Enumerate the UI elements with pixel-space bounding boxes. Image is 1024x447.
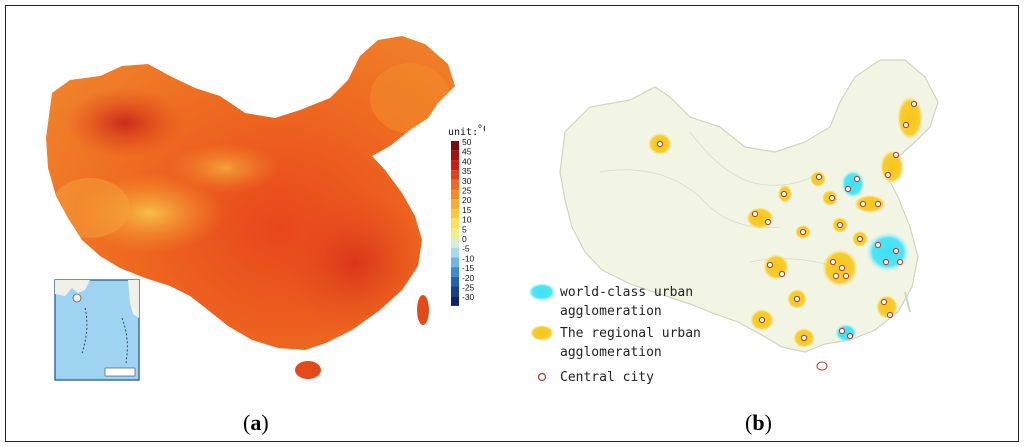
urban-agglomeration-map-panel: world-class urban agglomeration The regi… [520, 22, 1015, 402]
circle-icon [537, 372, 547, 382]
map-legend: world-class urban agglomeration The regi… [528, 283, 701, 385]
scale-tick-label: 10 [462, 215, 472, 225]
scale-tick-label: 30 [462, 176, 472, 186]
legend-central-city: Central city [560, 370, 654, 385]
scale-tick-label: 0 [462, 234, 467, 244]
urban-agglomeration-map: world-class urban agglomeration The regi… [528, 59, 939, 385]
scale-tick-label: 45 [462, 147, 472, 157]
scale-tick-label: -30 [462, 292, 475, 302]
hainan-circle [816, 361, 828, 371]
regional-agglomerations [648, 96, 923, 348]
scale-tick-label: 50 [462, 137, 472, 147]
scale-swatch [451, 286, 459, 297]
scale-tick-label: 35 [462, 166, 472, 176]
unit-label: unit: [448, 127, 478, 138]
caption-b: (b) [745, 410, 772, 435]
unit-symbol: °C [477, 124, 485, 135]
south-china-sea-inset [54, 279, 140, 381]
scale-swatch [451, 276, 459, 287]
scale-swatch [451, 238, 459, 248]
scale-swatch [451, 267, 459, 277]
scale-swatch [451, 218, 459, 229]
scale-swatch [451, 189, 459, 200]
scale-swatch [451, 170, 459, 180]
legend-world-class-line2: agglomeration [560, 304, 662, 319]
scale-tick-label: 40 [462, 156, 472, 166]
central-cities [656, 100, 918, 342]
scale-tick-label: 5 [462, 224, 467, 234]
scale-swatch [451, 247, 459, 258]
scale-swatch [451, 179, 459, 190]
scale-swatch [451, 141, 459, 151]
legend-world-class-line1: world-class urban [560, 285, 693, 300]
scale-swatch [451, 228, 459, 238]
scale-tick-label: -15 [462, 263, 475, 273]
scale-swatch [451, 296, 459, 306]
legend-regional-line1: The regional urban [560, 326, 701, 341]
scale-swatch [451, 160, 459, 171]
scale-tick-label: -5 [462, 244, 470, 254]
scale-tick-label: 15 [462, 205, 472, 215]
scale-swatch [451, 199, 459, 209]
scale-tick-label: -20 [462, 273, 475, 283]
scale-swatch [451, 150, 459, 161]
taiwan-island [417, 295, 429, 325]
scale-swatch [451, 208, 459, 219]
scale-tick-label: 20 [462, 195, 472, 205]
cyan-blob-icon [528, 283, 556, 301]
caption-b-letter: b [752, 410, 765, 435]
hainan-island [295, 361, 321, 379]
yellow-blob-icon [530, 325, 554, 341]
caption-a-letter: a [250, 410, 262, 435]
caption-a: (a) [243, 410, 269, 435]
scale-tick-label: -10 [462, 253, 475, 263]
scale-swatch [451, 257, 459, 268]
legend-regional-line2: agglomeration [560, 345, 662, 360]
temperature-map-panel: 50 45 40 35 30 25 20 15 10 5 0 -5 -10 -15 -20 -25 -30 un… [30, 18, 489, 403]
scale-tick-label: 25 [462, 186, 472, 196]
scale-tick-label: -25 [462, 283, 475, 293]
